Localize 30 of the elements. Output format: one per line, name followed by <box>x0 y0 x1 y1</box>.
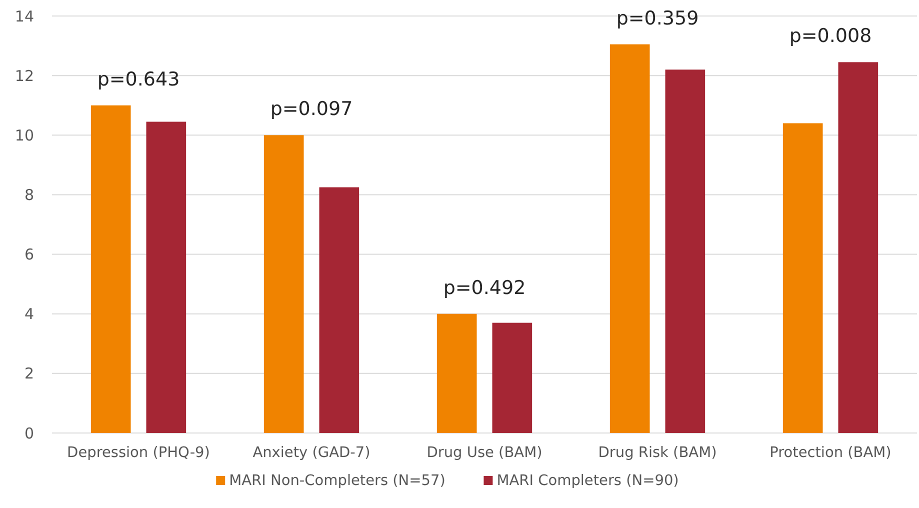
annotation: p=0.643 <box>97 68 180 90</box>
bar <box>319 187 360 433</box>
bar <box>146 122 186 433</box>
bar <box>838 62 878 433</box>
bar <box>436 314 477 433</box>
legend-label: MARI Completers (N=90) <box>496 473 679 489</box>
bar <box>665 70 706 433</box>
y-tick-label: 12 <box>14 66 34 85</box>
x-tick-label: Depression (PHQ-9) <box>67 445 210 461</box>
bar <box>90 105 131 433</box>
y-tick-label: 14 <box>14 7 34 26</box>
y-tick-label: 2 <box>24 364 34 383</box>
annotation: p=0.097 <box>270 98 353 120</box>
y-tick-label: 6 <box>24 246 34 264</box>
annotation: p=0.492 <box>443 276 526 299</box>
bar <box>264 135 304 433</box>
y-tick-label: 10 <box>14 126 34 144</box>
bar <box>610 44 650 433</box>
annotation: p=0.008 <box>789 25 872 48</box>
legend-label: MARI Non-Completers (N=57) <box>229 473 446 489</box>
y-tick-label: 4 <box>24 305 34 324</box>
x-tick-label: Protection (BAM) <box>770 445 892 461</box>
bar <box>492 322 532 433</box>
x-tick-label: Drug Risk (BAM) <box>598 445 717 461</box>
y-tick-label: 0 <box>24 424 34 442</box>
bar <box>782 123 823 433</box>
x-tick-label: Anxiety (GAD-7) <box>252 445 370 461</box>
x-tick-label: Drug Use (BAM) <box>426 445 542 461</box>
y-tick-label: 8 <box>24 186 34 204</box>
annotation: p=0.359 <box>616 7 699 30</box>
